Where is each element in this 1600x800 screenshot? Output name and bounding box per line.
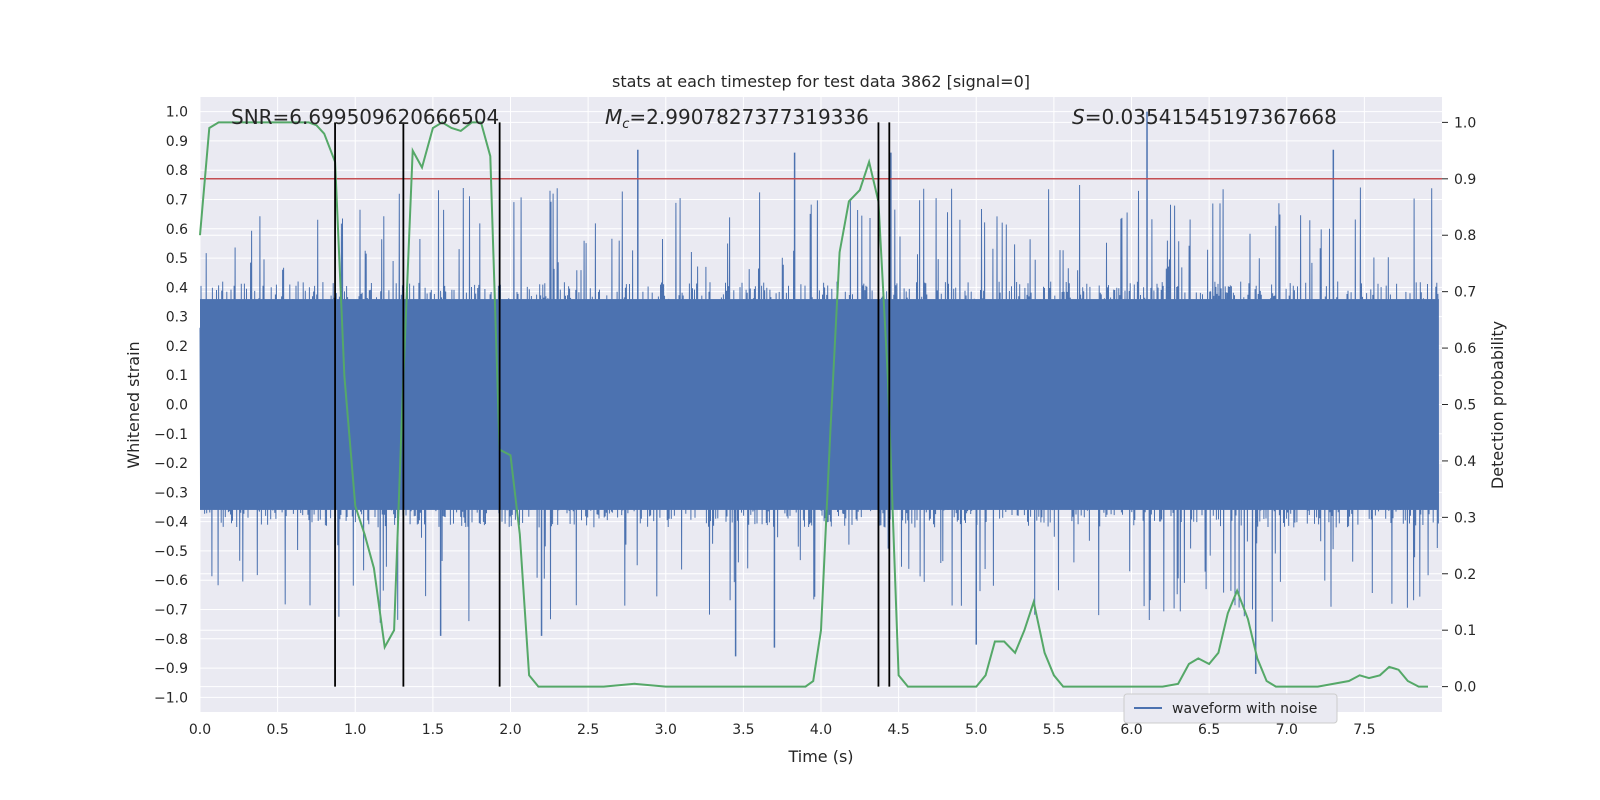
y-left-tick-label: −0.9 xyxy=(154,661,188,677)
x-tick-label: 4.5 xyxy=(887,722,909,738)
x-tick-label: 4.0 xyxy=(810,722,832,738)
x-tick-label: 1.5 xyxy=(422,722,444,738)
x-tick-label: 3.5 xyxy=(732,722,754,738)
y-left-tick-label: 0.2 xyxy=(166,339,188,355)
y-left-tick-label: −0.1 xyxy=(154,427,188,443)
s-value: =0.03541545197367668 xyxy=(1085,105,1337,129)
detection-probability-line xyxy=(199,121,1428,688)
mc-annotation: Mc=2.9907827377319336 xyxy=(605,105,869,132)
x-tick-label: 7.0 xyxy=(1276,722,1298,738)
mc-subscript: c xyxy=(622,117,629,132)
y-right-tick-label: 0.0 xyxy=(1454,680,1476,696)
y-right-tick-label: 0.8 xyxy=(1454,228,1476,244)
legend: waveform with noise xyxy=(1123,693,1338,724)
y-right-axis-label: Detection probability xyxy=(1488,321,1507,489)
y-right-tick-label: 0.4 xyxy=(1454,454,1476,470)
y-left-tick-label: 0.9 xyxy=(166,134,188,150)
waveform-core-band xyxy=(200,299,1439,510)
y-left-tick-label: 0.0 xyxy=(166,398,188,414)
x-tick-label: 6.0 xyxy=(1120,722,1142,738)
overlay-layer xyxy=(199,121,1442,688)
y-right-tick-label: 0.6 xyxy=(1454,341,1476,357)
legend-label-waveform: waveform with noise xyxy=(1172,701,1317,717)
y-left-tick-label: −0.3 xyxy=(154,485,188,501)
y-right-tick-label: 0.7 xyxy=(1454,285,1476,301)
y-left-tick-label: 0.5 xyxy=(166,251,188,267)
x-tick-label: 5.5 xyxy=(1043,722,1065,738)
y-left-tick-label: 0.4 xyxy=(166,280,188,296)
y-left-tick-label: −0.6 xyxy=(154,573,188,589)
y-left-axis-label: Whitened strain xyxy=(124,341,143,468)
y-left-tick-group: −1.0 −0.9 −0.8 −0.7 −0.6 −0.5 −0.4 −0.3 −0.2 −0.1… xyxy=(154,105,188,707)
y-left-tick-label: 1.0 xyxy=(166,105,188,121)
y-right-tick-label: 0.3 xyxy=(1454,510,1476,526)
s-symbol: S xyxy=(1072,105,1085,129)
y-left-tick-label: −0.5 xyxy=(154,544,188,560)
y-right-tick-group: 0.0 0.1 0.2 0.3 0.4 0.5 0.6 0.7 0.8 0.9 1.0 xyxy=(1442,115,1476,696)
y-right-tick-label: 0.2 xyxy=(1454,567,1476,583)
x-tick-label: 0.0 xyxy=(189,722,211,738)
y-right-tick-label: 0.9 xyxy=(1454,172,1476,188)
x-tick-label: 2.5 xyxy=(577,722,599,738)
y-left-tick-label: −0.2 xyxy=(154,456,188,472)
x-tick-label: 7.5 xyxy=(1353,722,1375,738)
x-tick-label: 3.0 xyxy=(655,722,677,738)
y-left-tick-label: 0.1 xyxy=(166,368,188,384)
x-tick-label: 5.0 xyxy=(965,722,987,738)
mc-symbol: M xyxy=(605,105,622,129)
y-left-tick-label: −0.4 xyxy=(154,515,188,531)
y-left-tick-label: 0.6 xyxy=(166,222,188,238)
y-right-tick-label: 0.1 xyxy=(1454,623,1476,639)
y-left-tick-label: 0.8 xyxy=(166,163,188,179)
snr-annotation: SNR=6.699509620666504 xyxy=(231,105,499,129)
x-tick-label: 1.0 xyxy=(344,722,366,738)
y-right-tick-label: 0.5 xyxy=(1454,398,1476,414)
y-left-tick-label: 0.3 xyxy=(166,310,188,326)
y-left-tick-label: −0.8 xyxy=(154,632,188,648)
x-tick-label: 0.5 xyxy=(266,722,288,738)
y-left-tick-label: −0.7 xyxy=(154,603,188,619)
chart-title: stats at each timestep for test data 386… xyxy=(612,72,1030,91)
y-left-tick-label: −1.0 xyxy=(154,690,188,706)
x-tick-label: 2.0 xyxy=(499,722,521,738)
x-tick-group: 0.0 0.5 1.0 1.5 2.0 2.5 3.0 3.5 4.0 4.5 5.0 5.5 6.0 6… xyxy=(189,722,1376,738)
x-tick-label: 6.5 xyxy=(1198,722,1220,738)
x-axis-label: Time (s) xyxy=(787,747,853,766)
mc-value: =2.9907827377319336 xyxy=(629,105,868,129)
y-left-tick-label: 0.7 xyxy=(166,193,188,209)
legend-box xyxy=(1123,693,1338,724)
s-annotation: S=0.03541545197367668 xyxy=(1072,105,1337,129)
plot-layer xyxy=(199,111,1439,674)
y-right-tick-label: 1.0 xyxy=(1454,115,1476,131)
